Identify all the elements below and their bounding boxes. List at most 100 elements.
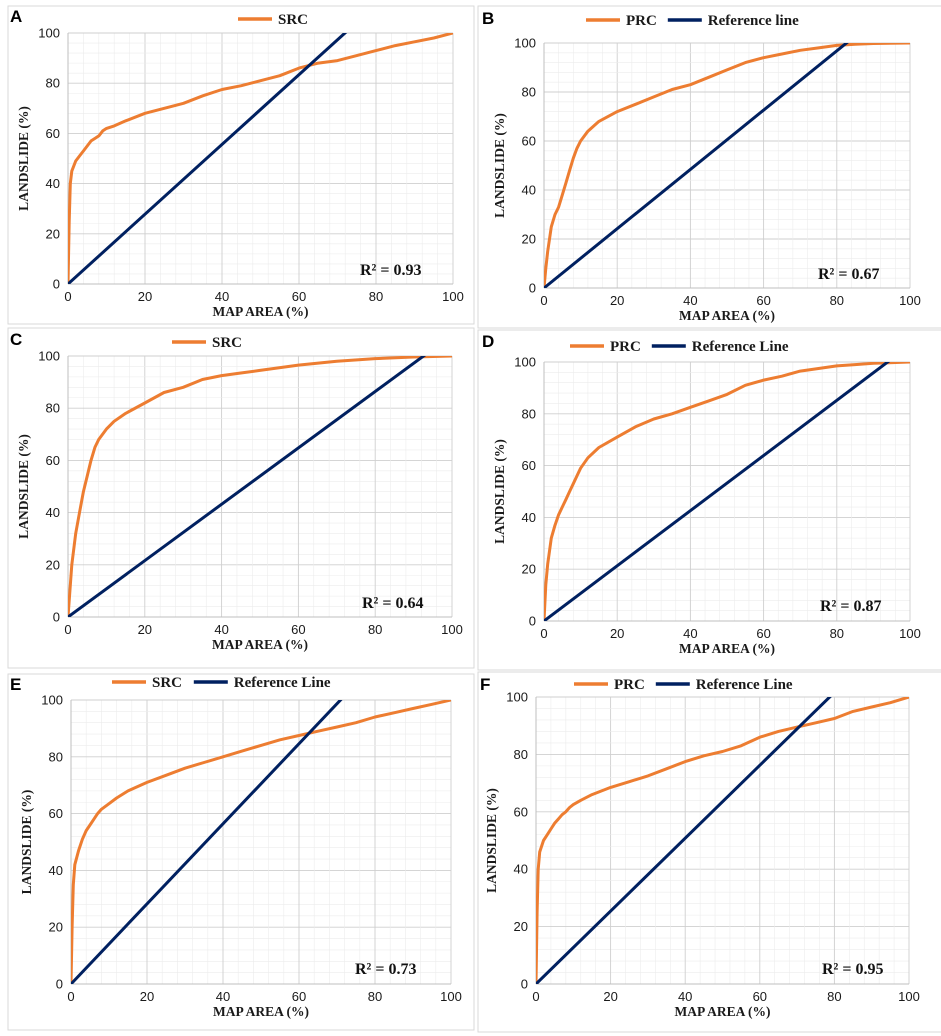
gridlines xyxy=(535,696,910,985)
y-tick-label: 0 xyxy=(56,977,63,992)
prc-curve xyxy=(544,43,910,288)
y-tick-label: 60 xyxy=(522,458,536,473)
y-tick-label: 20 xyxy=(522,562,536,577)
y-tick-label: 80 xyxy=(46,76,60,91)
r-squared-annotation: R² = 0.95 xyxy=(822,961,883,978)
x-tick-label: 80 xyxy=(830,293,844,308)
x-tick-label: 20 xyxy=(138,289,152,304)
plot-area xyxy=(68,33,453,284)
panel-letter: C xyxy=(10,330,22,349)
x-tick-label: 20 xyxy=(610,293,624,308)
panel-b: 0 20 40 60 80 100 0 20 40 60 80 100 MAP AREA (%) LAND… xyxy=(477,5,941,329)
y-tick-label: 80 xyxy=(522,85,536,100)
x-tick-label: 40 xyxy=(678,989,692,1004)
y-tick-label: 40 xyxy=(514,862,528,877)
reference-line xyxy=(544,362,891,621)
legend-label: SRC xyxy=(278,12,308,28)
src-curve xyxy=(71,700,451,984)
src-curve xyxy=(68,356,452,617)
panel-c: 0 20 40 60 80 100 0 20 40 60 80 100 MAP AREA (%) LAND… xyxy=(7,327,475,669)
x-tick-label: 0 xyxy=(540,626,547,641)
legend-label: Reference line xyxy=(708,13,799,29)
y-tick-label: 100 xyxy=(514,36,536,51)
reference-line xyxy=(71,700,343,984)
x-tick-label: 40 xyxy=(683,293,697,308)
panel-e: 0 20 40 60 80 100 0 20 40 60 80 100 MAP AREA (%) LAND… xyxy=(7,673,475,1031)
r-squared-annotation: R² = 0.73 xyxy=(355,961,416,978)
panel-a: 0 20 40 60 80 100 0 20 40 60 80 100 MAP AREA (%) LAND… xyxy=(7,5,475,325)
panel-letter: D xyxy=(482,332,494,351)
y-tick-label: 0 xyxy=(53,610,60,625)
x-tick-label: 0 xyxy=(540,293,547,308)
y-tick-label: 0 xyxy=(53,277,60,292)
legend-label: PRC xyxy=(610,339,641,355)
y-tick-label: 80 xyxy=(522,406,536,421)
x-tick-label: 60 xyxy=(753,989,767,1004)
x-tick-label: 40 xyxy=(215,289,229,304)
x-tick-label: 100 xyxy=(441,622,463,637)
y-tick-label: 60 xyxy=(49,806,63,821)
y-tick-label: 0 xyxy=(529,614,536,629)
legend-label: SRC xyxy=(212,335,242,351)
panel-letter: E xyxy=(10,675,21,694)
x-tick-label: 20 xyxy=(140,989,154,1004)
panel-f: 0 20 40 60 80 100 0 20 40 60 80 100 MAP AREA (%) LAND… xyxy=(477,671,941,1033)
plot-area xyxy=(544,362,910,621)
x-tick-label: 0 xyxy=(64,289,71,304)
y-axis-title: LANDSLIDE (%) xyxy=(492,439,507,544)
x-tick-label: 100 xyxy=(440,989,462,1004)
y-axis-title: LANDSLIDE (%) xyxy=(484,788,499,893)
r-squared-annotation: R² = 0.87 xyxy=(820,598,881,615)
y-axis-title: LANDSLIDE (%) xyxy=(16,106,31,211)
x-axis-title: MAP AREA (%) xyxy=(212,637,308,652)
x-axis-title: MAP AREA (%) xyxy=(675,1004,771,1019)
panel-letter: A xyxy=(10,7,22,26)
y-tick-label: 40 xyxy=(522,510,536,525)
x-tick-label: 40 xyxy=(216,989,230,1004)
y-tick-label: 20 xyxy=(522,232,536,247)
x-tick-label: 60 xyxy=(756,293,770,308)
prc-curve xyxy=(544,362,910,621)
y-axis-title: LANDSLIDE (%) xyxy=(19,790,34,895)
prc-curve xyxy=(536,697,909,984)
y-tick-label: 0 xyxy=(529,281,536,296)
reference-line xyxy=(68,33,348,284)
y-tick-label: 100 xyxy=(514,355,536,370)
gridlines xyxy=(543,42,911,289)
y-tick-label: 20 xyxy=(46,226,60,241)
x-axis-title: MAP AREA (%) xyxy=(213,1004,309,1019)
x-tick-label: 60 xyxy=(756,626,770,641)
legend: SRC Reference Line xyxy=(112,675,331,691)
x-tick-label: 60 xyxy=(292,289,306,304)
x-tick-label: 60 xyxy=(292,989,306,1004)
x-tick-label: 0 xyxy=(532,989,539,1004)
y-tick-label: 40 xyxy=(46,505,60,520)
legend: PRC Reference Line xyxy=(574,677,793,693)
panel-border xyxy=(477,329,941,671)
y-tick-label: 60 xyxy=(522,134,536,149)
legend: SRC xyxy=(238,12,308,28)
x-axis-title: MAP AREA (%) xyxy=(213,304,309,319)
x-tick-label: 80 xyxy=(827,989,841,1004)
panel-border xyxy=(477,671,941,1033)
reference-line xyxy=(68,356,427,617)
y-tick-label: 80 xyxy=(514,747,528,762)
x-tick-label: 100 xyxy=(899,293,921,308)
x-tick-label: 80 xyxy=(369,289,383,304)
x-tick-label: 80 xyxy=(368,622,382,637)
gridlines xyxy=(67,32,454,285)
y-tick-label: 100 xyxy=(506,690,528,705)
y-tick-label: 40 xyxy=(49,863,63,878)
legend-label: SRC xyxy=(152,675,182,691)
r-squared-annotation: R² = 0.67 xyxy=(818,266,879,283)
src-curve xyxy=(68,33,453,284)
panel-border xyxy=(7,327,475,669)
y-tick-label: 60 xyxy=(514,804,528,819)
panel-letter: B xyxy=(482,9,494,28)
x-tick-label: 0 xyxy=(64,622,71,637)
panel-border xyxy=(7,5,475,325)
panel-border xyxy=(477,5,941,329)
y-tick-label: 100 xyxy=(41,693,63,708)
y-tick-label: 100 xyxy=(38,349,60,364)
y-tick-label: 60 xyxy=(46,453,60,468)
